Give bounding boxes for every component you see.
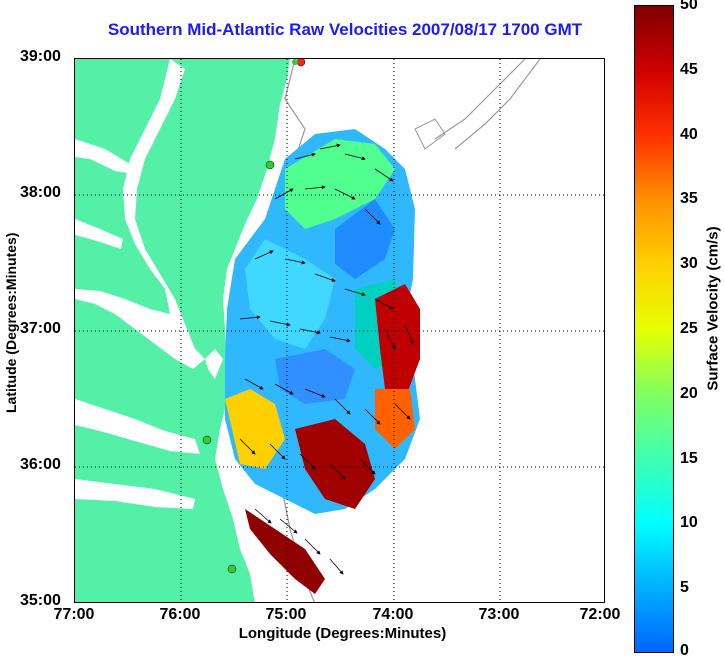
station-marker-alert	[296, 59, 306, 67]
y-axis-label: Latitude (Degrees:Minutes)	[3, 232, 19, 413]
x-tick-label: 72:00	[579, 606, 621, 623]
colorbar-tick: 25	[680, 320, 698, 337]
y-tick-label: 37:00	[20, 320, 61, 337]
colorbar-tick: 20	[680, 385, 698, 402]
colorbar-tick: 0	[680, 642, 689, 659]
velocity-map	[75, 59, 604, 602]
colorbar-label: Surface Velocity (cm/s)	[704, 226, 722, 391]
colorbar-tick: 10	[680, 514, 698, 531]
colorbar-tick: 40	[680, 126, 698, 143]
station-marker	[292, 59, 298, 65]
colorbar-tick: 5	[680, 579, 689, 596]
colorbar	[634, 5, 674, 653]
map-plot-area	[74, 58, 605, 603]
map-title: Southern Mid-Atlantic Raw Velocities 200…	[107, 20, 583, 39]
x-tick-label: 75:00	[265, 606, 307, 623]
colorbar-tick: 50	[680, 0, 698, 13]
map-grid	[75, 59, 604, 602]
y-tick-label: 36:00	[20, 456, 61, 473]
station-marker	[227, 564, 237, 574]
colorbar-tick: 15	[680, 450, 698, 467]
x-tick-label: 77:00	[53, 606, 95, 623]
x-tick-label: 74:00	[372, 606, 414, 623]
x-tick-label: 76:00	[159, 606, 201, 623]
x-tick-label: 73:00	[478, 606, 520, 623]
y-tick-label: 35:00	[20, 592, 61, 609]
y-tick-label: 38:00	[20, 184, 61, 201]
station-marker	[265, 160, 275, 170]
y-tick-label: 39:00	[20, 48, 61, 65]
colorbar-tick: 45	[680, 61, 698, 78]
x-axis-label: Longitude (Degrees:Minutes)	[238, 625, 447, 642]
colorbar-tick: 35	[680, 190, 698, 207]
station-marker	[202, 435, 212, 445]
velocity-arrows	[239, 143, 414, 575]
chesapeake-bay	[75, 59, 205, 369]
colorbar-tick: 30	[680, 255, 698, 272]
